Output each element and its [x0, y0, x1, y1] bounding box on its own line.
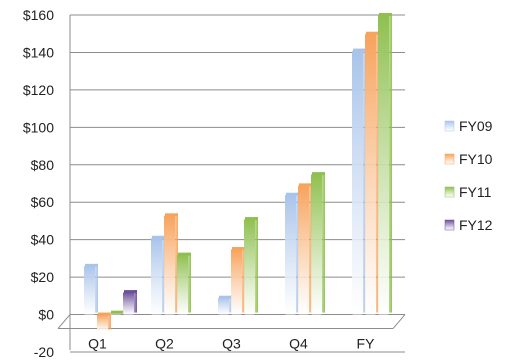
x-category-label: Q4: [289, 336, 308, 352]
y-tick-label: $160: [23, 7, 54, 23]
bar-top: [124, 290, 137, 294]
legend-swatch: [444, 219, 455, 231]
x-category-label: Q2: [155, 336, 174, 352]
bar-side: [255, 217, 258, 313]
bar-fy11-q3: [244, 219, 255, 315]
y-tick-label: $100: [23, 119, 54, 135]
bar-side: [389, 13, 392, 313]
x-category-label: Q1: [88, 336, 107, 352]
bar-fy11-q4: [311, 174, 322, 315]
x-category-label: FY: [357, 336, 376, 352]
bar-fy10-q1: [97, 314, 108, 332]
y-tick-label: $120: [23, 82, 54, 98]
bar-fy10-q4: [298, 185, 309, 315]
y-tick-label: -20: [34, 344, 54, 360]
bars: [84, 13, 392, 332]
bar-fy09-q1: [84, 265, 95, 315]
bar-fy10-q2: [164, 215, 175, 315]
y-tick-label: $40: [31, 232, 55, 248]
bar-top: [286, 192, 299, 196]
bar-side: [363, 48, 366, 313]
bar-fy09-fy: [352, 50, 363, 315]
bar-fy09-q4: [285, 194, 296, 315]
bar-side: [322, 172, 325, 313]
bar-fy10-q3: [231, 249, 242, 315]
bar-top: [366, 31, 379, 35]
bar-top: [312, 172, 325, 176]
y-tick-label: $140: [23, 44, 54, 60]
bar-fy09-q2: [151, 237, 162, 315]
y-axis-tick-labels: -20 $0 $20 $40 $60 $80 $100 $120 $140 $160: [23, 7, 54, 360]
bar-fy10-fy: [365, 33, 376, 315]
legend-label: FY10: [459, 151, 493, 167]
legend-swatch: [444, 186, 455, 198]
y-tick-label: $20: [31, 269, 55, 285]
bar-fy09-q3: [218, 297, 229, 315]
bar-top: [245, 217, 258, 221]
bar-side: [242, 247, 245, 313]
x-category-label: Q3: [222, 336, 241, 352]
bar-side: [296, 192, 299, 313]
legend-swatch: [444, 120, 455, 132]
bar-top: [353, 48, 366, 52]
y-tick-label: $60: [31, 194, 55, 210]
bar-side: [188, 252, 191, 313]
bar-side: [162, 235, 165, 313]
bar-top: [111, 310, 124, 314]
floor-right-edge: [392, 314, 406, 329]
plot-frame: [57, 15, 406, 350]
legend-label: FY09: [459, 118, 493, 134]
bar-top: [379, 13, 392, 16]
bar-top: [152, 235, 165, 239]
bar-top: [219, 295, 232, 299]
legend-label: FY12: [459, 217, 493, 233]
bar-side: [309, 183, 312, 313]
legend-swatch: [444, 153, 455, 165]
bar-fy12-q1: [123, 292, 134, 315]
x-axis-category-labels: Q1 Q2 Q3 Q4 FY: [88, 336, 375, 352]
bar-side: [108, 312, 111, 330]
bar-fy11-fy: [378, 15, 389, 315]
bar-side: [134, 290, 137, 313]
floor-side-edge: [57, 314, 71, 329]
bar-top: [299, 183, 312, 187]
bar-top: [232, 247, 245, 251]
y-tick-label: $0: [38, 307, 54, 323]
bar-top: [165, 213, 178, 217]
bar-side: [229, 295, 232, 313]
y-tick-label: $80: [31, 157, 55, 173]
legend: FY09 FY10 FY11 FY12: [444, 118, 493, 233]
bar-top: [85, 263, 98, 267]
legend-label: FY11: [459, 184, 492, 200]
bar-side: [95, 263, 98, 313]
bar-side: [175, 213, 178, 313]
bar-top: [178, 252, 191, 256]
bar-top: [98, 312, 111, 316]
bar-side: [376, 31, 379, 313]
bar-fy11-q2: [177, 254, 188, 315]
